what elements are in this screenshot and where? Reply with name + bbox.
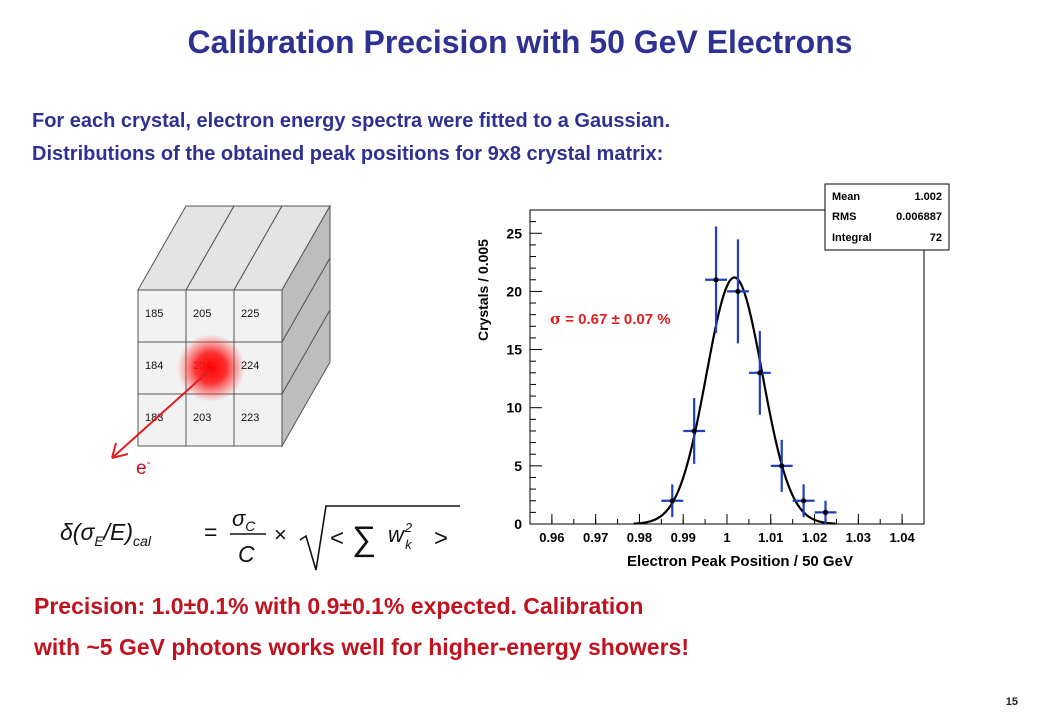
- x-tick-label: 1: [723, 530, 730, 545]
- crystal-label: 203: [193, 412, 211, 424]
- formula-close-bracket: >: [434, 525, 448, 552]
- page-number: 15: [1005, 696, 1018, 708]
- data-marker: [757, 370, 763, 376]
- y-tick-label: 25: [506, 225, 522, 241]
- y-tick-label: 15: [506, 342, 522, 358]
- data-marker: [691, 428, 697, 434]
- crystal-top-faces: [137, 205, 331, 291]
- data-point: [748, 330, 771, 415]
- formula-numerator: σC: [232, 506, 256, 534]
- sigma-annotation: σ = 0.67 ± 0.07 %: [550, 310, 671, 328]
- x-tick-label: 1.02: [802, 530, 827, 545]
- data-points: [661, 226, 837, 524]
- square-root: [299, 505, 460, 571]
- data-point: [814, 500, 837, 524]
- data-marker: [713, 277, 719, 283]
- crystal-label: 224: [241, 360, 259, 372]
- x-tick-label: 1.04: [889, 530, 915, 545]
- crystal-label: 184: [145, 360, 163, 372]
- conclusion-line-2: with ~5 GeV photons works well for highe…: [34, 634, 689, 660]
- data-marker: [779, 463, 785, 469]
- intro-line-2: Distributions of the obtained peak posit…: [32, 143, 664, 165]
- formula-weight: w2 k: [388, 520, 413, 552]
- formula-equals: =: [204, 519, 217, 545]
- x-tick-label: 0.98: [627, 530, 652, 545]
- conclusion-line-1: Precision: 1.0±0.1% with 0.9±0.1% expect…: [34, 593, 644, 619]
- y-tick-label: 0: [514, 516, 522, 532]
- slide-title: Calibration Precision with 50 GeV Electr…: [187, 24, 853, 60]
- data-point: [705, 226, 727, 334]
- crystal-labels: 185 205 225 184 204 224 183 203 223: [145, 308, 259, 424]
- data-point: [792, 484, 815, 518]
- formula-lhs: δ(σE/E)cal: [60, 519, 152, 549]
- data-point: [727, 239, 749, 344]
- data-marker: [822, 509, 829, 515]
- beam-arrow: [111, 369, 211, 459]
- stats-value-rms: 0.006887: [896, 211, 942, 223]
- crystal-side-faces: [281, 204, 331, 448]
- crystal-label: 185: [145, 308, 163, 320]
- data-marker: [669, 498, 675, 504]
- stats-label-mean: Mean: [832, 191, 860, 203]
- formula-sum: ∑: [352, 520, 376, 558]
- formula-denominator: C: [238, 541, 255, 567]
- data-point: [770, 439, 793, 492]
- crystal-label: 225: [241, 308, 259, 320]
- x-tick-label: 0.99: [671, 530, 696, 545]
- y-tick-label: 20: [506, 283, 522, 299]
- y-axis: 0 5 10 15 20 25: [506, 209, 542, 532]
- data-point: [683, 398, 706, 464]
- data-point: [661, 484, 684, 518]
- x-tick-label: 0.97: [583, 530, 608, 545]
- peak-position-histogram: 0 5 10 15 20 25 0.96 0.97 0.98 0.99 1 1.01 1.02 1.03…: [475, 183, 950, 570]
- x-tick-label: 1.03: [846, 530, 871, 545]
- crystal-matrix-figure: 185 205 225 184 204 224 183 203 223 e-: [111, 204, 331, 479]
- intro-line-1: For each crystal, electron energy spectr…: [32, 110, 671, 132]
- x-tick-label: 1.01: [758, 530, 783, 545]
- stats-label-integral: Integral: [832, 232, 872, 244]
- data-marker: [735, 288, 741, 295]
- y-tick-label: 10: [506, 400, 522, 416]
- data-marker: [801, 498, 807, 504]
- y-tick-label: 5: [514, 458, 522, 474]
- beam-label: e-: [136, 455, 151, 479]
- y-axis-label: Crystals / 0.005: [475, 239, 491, 341]
- formula-times: ×: [274, 522, 287, 547]
- stats-value-mean: 1.002: [914, 191, 942, 203]
- stats-value-integral: 72: [930, 232, 942, 244]
- crystal-label: 223: [241, 412, 259, 424]
- plot-frame: [529, 209, 925, 525]
- gaussian-fit-curve: [633, 276, 836, 525]
- calibration-formula: δ(σE/E)cal = σC C × < ∑ w2 k >: [60, 505, 460, 571]
- stats-box: Mean 1.002 RMS 0.006887 Integral 72: [824, 183, 950, 251]
- x-axis-label: Electron Peak Position / 50 GeV: [627, 553, 853, 570]
- stats-label-rms: RMS: [832, 211, 856, 223]
- x-tick-label: 0.96: [539, 530, 564, 545]
- crystal-label: 205: [193, 308, 211, 320]
- formula-open-bracket: <: [330, 525, 344, 552]
